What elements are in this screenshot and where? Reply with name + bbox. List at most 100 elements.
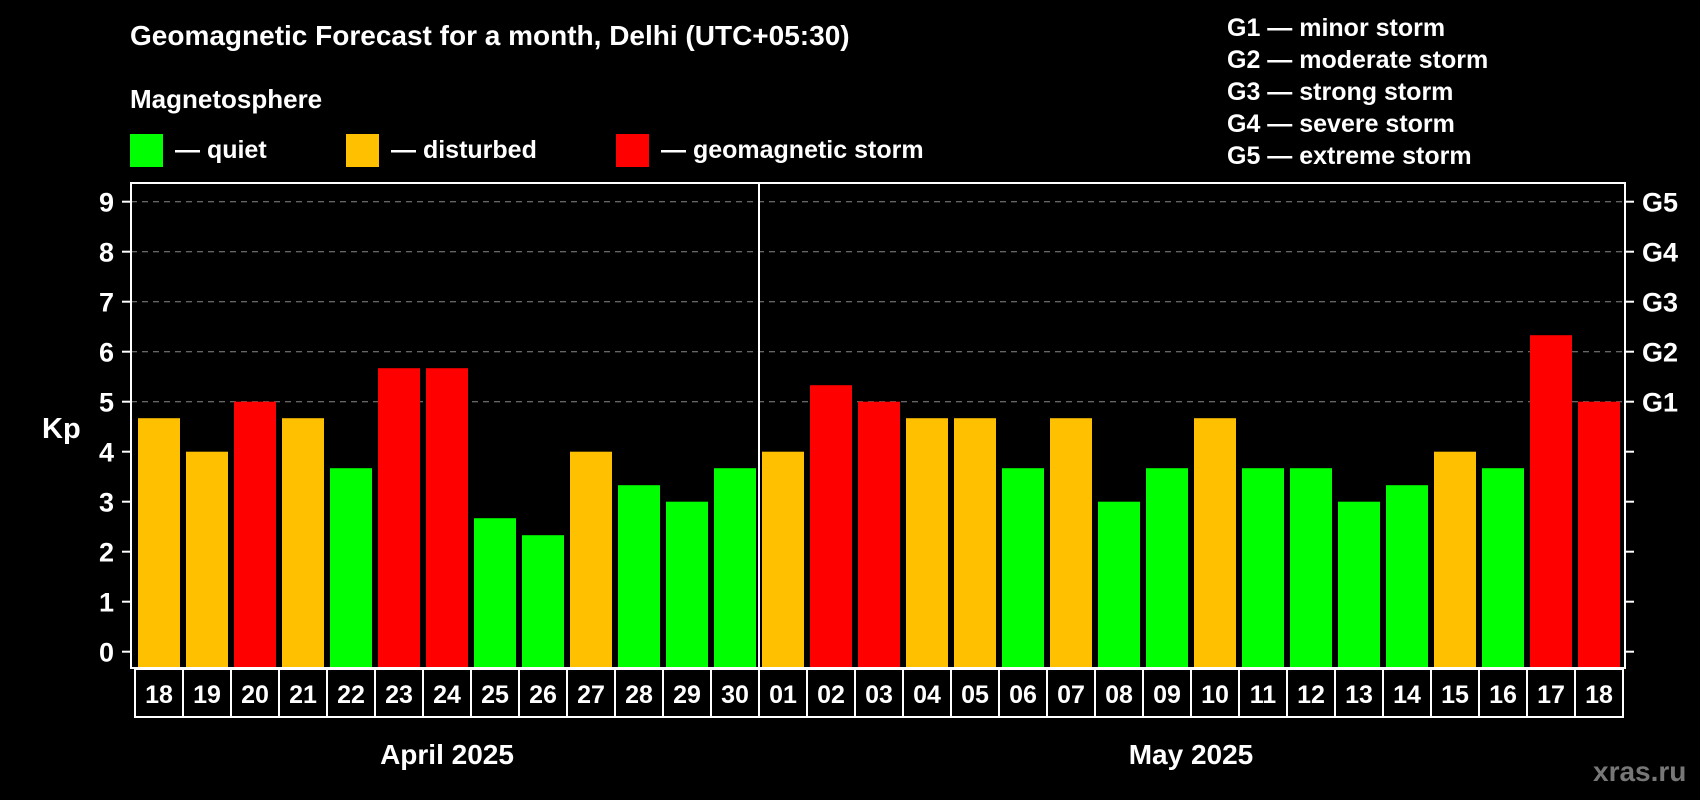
bar-quiet xyxy=(666,501,708,668)
bar-disturbed xyxy=(954,418,996,668)
g-legend-g4: G4 — severe storm xyxy=(1227,110,1455,138)
date-label: 22 xyxy=(337,681,365,709)
bar-disturbed xyxy=(570,451,612,668)
bar-disturbed xyxy=(906,418,948,668)
date-label: 03 xyxy=(865,681,893,709)
bar-storm xyxy=(234,401,276,668)
date-cell xyxy=(230,668,280,718)
bar-quiet xyxy=(1290,468,1332,668)
date-label: 09 xyxy=(1153,681,1181,709)
date-cell xyxy=(758,668,808,718)
g-legend-g1: G1 — minor storm xyxy=(1227,14,1446,42)
gridlines xyxy=(131,201,1625,403)
month-label: April 2025 xyxy=(380,739,514,770)
date-label: 10 xyxy=(1201,681,1229,709)
bar-disturbed xyxy=(282,418,324,668)
date-cell xyxy=(1478,668,1528,718)
date-label: 17 xyxy=(1537,681,1565,709)
legend-title: Magnetosphere xyxy=(130,84,323,114)
y-tick-label: 2 xyxy=(99,538,114,568)
y-tick-label: 9 xyxy=(99,188,114,218)
date-label: 29 xyxy=(673,681,701,709)
bar-quiet xyxy=(1338,501,1380,668)
g-scale-tick-label: G4 xyxy=(1642,238,1678,268)
date-label: 02 xyxy=(817,681,845,709)
date-cell xyxy=(662,668,712,718)
date-cell xyxy=(998,668,1048,718)
date-label: 30 xyxy=(721,681,749,709)
bar-quiet xyxy=(1482,468,1524,668)
date-cell xyxy=(278,668,328,718)
date-cell xyxy=(1286,668,1336,718)
legend-label-quiet: — quiet xyxy=(175,136,267,164)
g-legend-g2: G2 — moderate storm xyxy=(1227,46,1489,74)
bar-quiet xyxy=(474,518,516,668)
bars xyxy=(138,335,1620,668)
legend-item-quiet: — quiet xyxy=(130,134,267,167)
y-axis-label: Kp xyxy=(42,413,81,445)
month-label: May 2025 xyxy=(1129,739,1254,770)
y-tick-label: 6 xyxy=(99,338,114,368)
date-label: 06 xyxy=(1009,681,1037,709)
bar-disturbed xyxy=(138,418,180,668)
date-label: 15 xyxy=(1441,681,1469,709)
g-scale-tick-label: G5 xyxy=(1642,188,1678,218)
legend-swatch-storm xyxy=(616,134,649,167)
date-label: 26 xyxy=(529,681,557,709)
y-tick-label: 7 xyxy=(99,288,114,318)
date-cell xyxy=(1526,668,1576,718)
date-cell xyxy=(134,668,184,718)
bar-storm xyxy=(1578,401,1620,668)
date-label: 24 xyxy=(433,681,461,709)
date-label: 19 xyxy=(193,681,221,709)
date-label: 16 xyxy=(1489,681,1517,709)
g-scale-tick-label: G1 xyxy=(1642,388,1678,418)
date-cell xyxy=(806,668,856,718)
date-label: 25 xyxy=(481,681,509,709)
date-cell xyxy=(518,668,568,718)
bar-storm xyxy=(378,368,420,668)
bar-quiet xyxy=(714,468,756,668)
y-tick-label: 8 xyxy=(99,238,114,268)
date-label: 18 xyxy=(1585,681,1613,709)
date-label: 18 xyxy=(145,681,173,709)
g-legend-g5: G5 — extreme storm xyxy=(1227,142,1472,170)
bar-quiet xyxy=(1002,468,1044,668)
watermark: xras.ru xyxy=(1593,756,1687,787)
date-row: 18 19 20 21 22 23 24 25 26 27 28 29 30 01 02 03 04 05 06 07… xyxy=(134,668,1624,718)
bar-quiet xyxy=(1386,485,1428,668)
bar-quiet xyxy=(1242,468,1284,668)
y-tick-label: 1 xyxy=(99,588,114,618)
bar-quiet xyxy=(618,485,660,668)
date-label: 11 xyxy=(1250,681,1277,709)
date-cell xyxy=(1334,668,1384,718)
legend-label-disturbed: — disturbed xyxy=(391,136,537,164)
y-tick-label: 0 xyxy=(99,638,114,668)
date-cell xyxy=(1238,668,1288,718)
g-legend-g3: G3 — strong storm xyxy=(1227,78,1454,106)
date-cell xyxy=(422,668,472,718)
legend-swatch-disturbed xyxy=(346,134,379,167)
bar-quiet xyxy=(330,468,372,668)
date-label: 07 xyxy=(1057,681,1085,709)
bar-quiet xyxy=(522,535,564,668)
date-cell xyxy=(470,668,520,718)
date-label: 23 xyxy=(385,681,413,709)
legend-label-storm: — geomagnetic storm xyxy=(661,136,924,164)
date-label: 27 xyxy=(577,681,605,709)
g-scale-tick-label: G2 xyxy=(1642,338,1678,368)
date-label: 01 xyxy=(769,681,797,709)
date-label: 04 xyxy=(913,681,941,709)
date-cell xyxy=(614,668,664,718)
chart-title: Geomagnetic Forecast for a month, Delhi … xyxy=(130,20,850,51)
legend-item-storm: — geomagnetic storm xyxy=(616,134,924,167)
date-label: 05 xyxy=(961,681,989,709)
date-cell xyxy=(1574,668,1624,718)
date-label: 28 xyxy=(625,681,653,709)
date-cell xyxy=(902,668,952,718)
bar-disturbed xyxy=(1194,418,1236,668)
bar-storm xyxy=(1530,335,1572,668)
y-tick-label: 4 xyxy=(99,438,114,468)
date-cell xyxy=(1430,668,1480,718)
